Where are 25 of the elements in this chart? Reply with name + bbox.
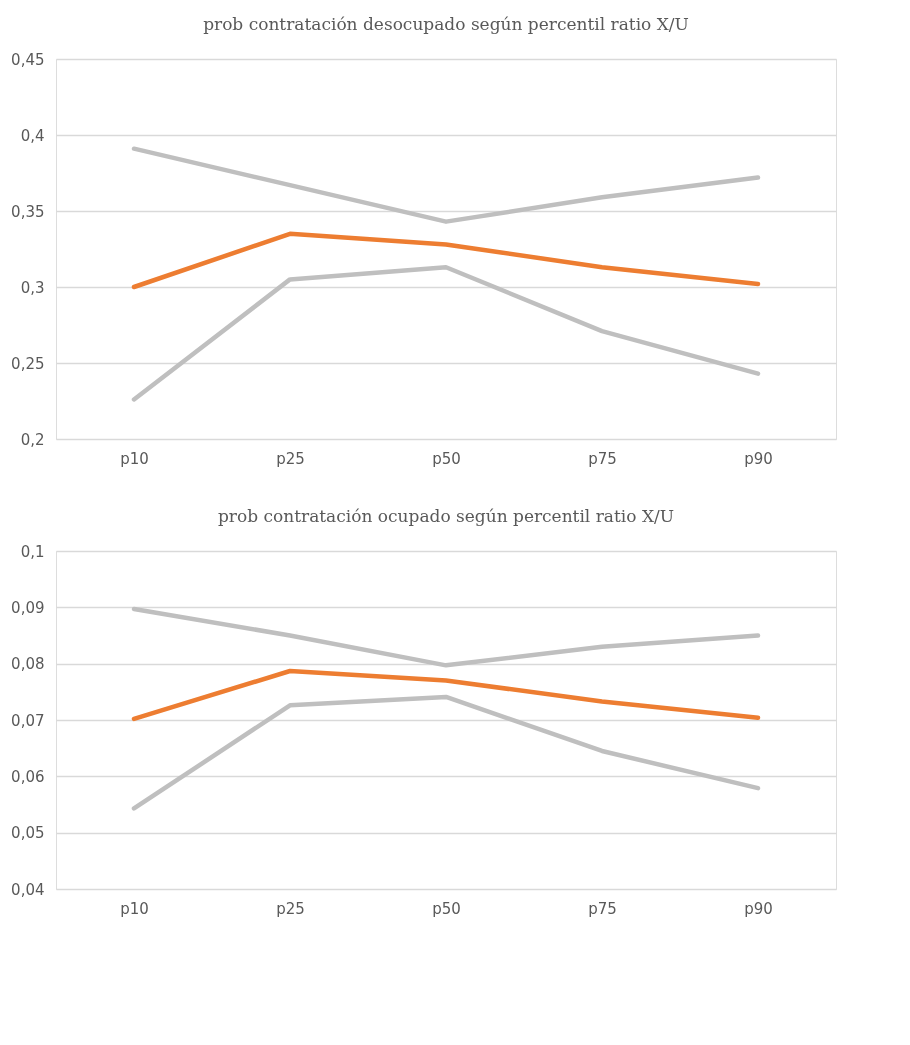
y-tick-label: 0,25 — [11, 354, 45, 373]
chart-title: prob contratación desocupado según percentil ratio X/U — [203, 14, 689, 34]
x-tick-label: p50 — [432, 449, 461, 468]
y-tick-label: 0,09 — [11, 598, 45, 617]
y-tick-label: 0,45 — [11, 50, 45, 69]
y-tick-label: 0,35 — [11, 202, 45, 221]
y-tick-label: 0,07 — [11, 711, 45, 730]
y-tick-label: 0,4 — [20, 126, 45, 145]
y-tick-label: 0,06 — [11, 767, 45, 786]
y-tick-label: 0,2 — [20, 430, 45, 449]
chart-title: prob contratación ocupado según percentil ratio X/U — [217, 506, 675, 526]
x-tick-label: p75 — [588, 449, 617, 468]
y-tick-label: 0,3 — [20, 278, 45, 297]
x-tick-label: p50 — [432, 899, 461, 918]
x-tick-label: p75 — [588, 899, 617, 918]
y-tick-label: 0,04 — [11, 880, 45, 899]
x-tick-label: p10 — [120, 449, 149, 468]
x-tick-label: p90 — [744, 449, 773, 468]
x-tick-label: p90 — [744, 899, 773, 918]
y-tick-label: 0,1 — [20, 542, 45, 561]
x-tick-label: p10 — [120, 899, 149, 918]
x-tick-label: p25 — [276, 449, 305, 468]
y-tick-label: 0,08 — [11, 655, 45, 674]
y-tick-label: 0,05 — [11, 824, 45, 843]
x-tick-label: p25 — [276, 899, 305, 918]
